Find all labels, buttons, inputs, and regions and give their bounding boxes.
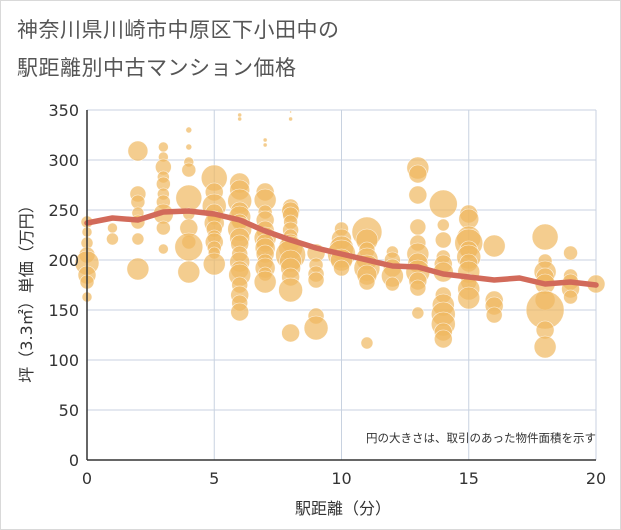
x-axis-label: 駅距離（分） <box>295 499 391 518</box>
data-bubble <box>202 252 226 276</box>
data-bubble <box>408 185 428 205</box>
data-bubble <box>408 164 428 184</box>
data-bubble <box>262 142 268 148</box>
x-tick-label: 10 <box>331 469 351 488</box>
x-tick-label: 15 <box>459 469 479 488</box>
data-bubble <box>411 306 425 320</box>
data-bubble <box>237 116 242 122</box>
y-tick-label: 0 <box>69 451 79 470</box>
data-bubble <box>533 335 557 359</box>
y-tick-label: 150 <box>48 301 79 320</box>
data-bubble <box>434 231 452 249</box>
y-tick-label: 350 <box>48 101 79 120</box>
data-bubble <box>127 140 149 162</box>
data-bubble <box>185 143 193 151</box>
bubble-series <box>74 110 606 359</box>
y-tick-label: 100 <box>48 351 79 370</box>
data-bubble <box>457 286 481 310</box>
data-bubble <box>485 306 503 324</box>
data-bubble <box>436 218 450 232</box>
data-bubble <box>107 222 118 234</box>
data-bubble <box>428 189 458 219</box>
data-bubble <box>181 162 197 178</box>
data-bubble <box>175 184 203 212</box>
data-bubble <box>177 260 201 284</box>
data-bubble <box>253 270 277 294</box>
data-bubble <box>158 243 169 255</box>
data-bubble <box>409 218 427 236</box>
data-bubble <box>262 137 268 143</box>
data-bubble <box>158 141 169 153</box>
data-bubble <box>174 232 204 262</box>
chart-title-line-2: 駅距離別中古マンション価格 <box>17 56 297 80</box>
data-bubble <box>482 234 506 258</box>
data-bubble <box>360 336 374 350</box>
y-tick-label: 200 <box>48 251 79 270</box>
data-bubble <box>278 277 303 303</box>
data-bubble <box>126 257 150 281</box>
data-bubble <box>358 273 376 291</box>
y-tick-label: 250 <box>48 201 79 220</box>
y-tick-labels: 0 50 100 150 200 250 300 350 <box>48 101 79 470</box>
data-bubble <box>230 302 249 322</box>
trend-line <box>84 208 599 288</box>
chart-title-line-1: 神奈川県川崎市中原区下小田中の <box>17 18 340 42</box>
data-bubble <box>531 223 559 251</box>
data-bubble <box>289 110 292 114</box>
data-bubble <box>409 279 427 297</box>
data-bubble <box>563 289 578 305</box>
size-legend-note: 円の大きさは、取引のあった物件面積を示す <box>366 431 596 445</box>
data-bubble <box>185 126 193 134</box>
data-bubble <box>156 220 171 236</box>
data-bubble <box>131 232 145 246</box>
data-bubble <box>237 112 242 118</box>
x-tick-labels: 0 5 10 15 20 <box>82 469 606 488</box>
data-bubble <box>433 329 453 349</box>
x-tick-label: 0 <box>82 469 92 488</box>
data-bubble <box>385 276 400 292</box>
y-tick-label: 50 <box>59 401 79 420</box>
data-bubble <box>307 271 325 289</box>
y-tick-label: 300 <box>48 151 79 170</box>
data-bubble <box>288 116 293 122</box>
data-bubble <box>106 232 119 246</box>
x-tick-label: 5 <box>209 469 219 488</box>
x-tick-label: 20 <box>586 469 606 488</box>
data-bubble <box>303 315 329 341</box>
data-bubble <box>333 259 350 277</box>
data-bubble <box>281 323 300 343</box>
y-axis-label: 坪（3.3㎡）単価（万円） <box>17 197 36 382</box>
data-bubble <box>563 245 578 261</box>
